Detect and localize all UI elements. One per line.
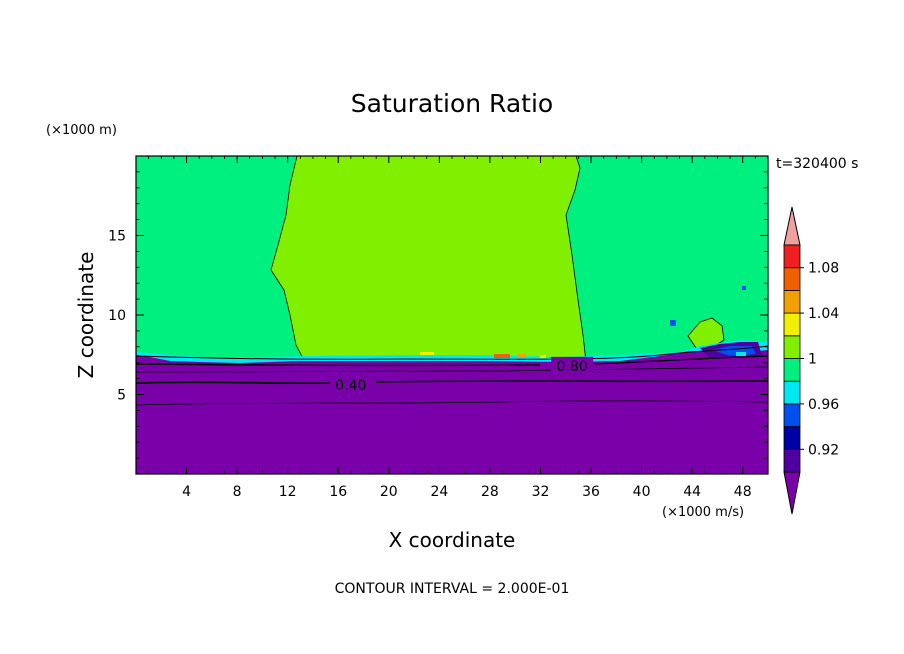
contour-label-bg-1 <box>551 356 594 373</box>
contour-label-layer: 0.40 0.80 <box>329 356 594 394</box>
colorbar-label-3: 1.04 <box>808 306 839 322</box>
contour-label-bg-0 <box>329 375 372 392</box>
colorbar-label-1: 0.96 <box>808 397 839 413</box>
x-tick-label-5: 24 <box>430 484 448 500</box>
colorbar-under-arrow <box>783 471 801 515</box>
colorbar-segment-6 <box>783 312 801 337</box>
contour-plot <box>136 156 768 474</box>
colorbar-segment-8 <box>783 267 801 291</box>
contour-label-1: 0.80 <box>556 359 587 375</box>
colorbar-segment-5 <box>783 335 801 359</box>
x-tick-label-9: 40 <box>633 484 651 500</box>
x-tick-label-2: 12 <box>279 484 297 500</box>
x-tick-label-7: 32 <box>532 484 550 500</box>
colorbar-segment-1 <box>783 426 801 450</box>
x-tick-label-4: 20 <box>380 484 398 500</box>
x-units-label: (×1000 m/s) <box>662 505 744 520</box>
y-units-label: (×1000 m) <box>46 123 117 138</box>
x-tick-label-8: 36 <box>582 484 600 500</box>
central-supersaturated-column <box>270 156 587 363</box>
colorbar-label-0: 0.92 <box>808 442 839 458</box>
colorbar-segment-3 <box>783 380 801 405</box>
y-tick-label-2: 15 <box>108 229 126 245</box>
colorbar-segment-0 <box>783 448 801 473</box>
colorbar-segment-2 <box>783 403 801 427</box>
contour-lines <box>136 345 768 406</box>
colorbar: 0.92 0.96 1 1.04 1.08 <box>783 206 839 515</box>
time-label: t=320400 s <box>776 156 858 172</box>
y-axis-label: Z coordinate <box>74 252 98 379</box>
x-tick-label-10: 44 <box>683 484 701 500</box>
y-axis: 5 10 15 <box>108 171 768 459</box>
colorbar-segment-7 <box>783 289 801 314</box>
colorbar-over-arrow <box>783 206 801 246</box>
chart-title: Saturation Ratio <box>351 89 553 118</box>
x-tick-label-1: 8 <box>233 484 242 500</box>
colorbar-label-4: 1.08 <box>808 261 839 277</box>
colorbar-segment-4 <box>783 358 801 382</box>
x-tick-label-0: 4 <box>182 484 191 500</box>
x-tick-label-6: 28 <box>481 484 499 500</box>
x-axis: 4 8 12 16 20 24 28 32 36 40 44 48 <box>148 156 756 500</box>
colorbar-segment-9 <box>783 244 801 269</box>
y-tick-label-0: 5 <box>117 388 126 404</box>
x-tick-label-11: 48 <box>734 484 752 500</box>
contour-label-0: 0.40 <box>335 378 366 394</box>
y-tick-label-1: 10 <box>108 308 126 324</box>
colorbar-label-2: 1 <box>808 352 817 368</box>
contour-interval-label: CONTOUR INTERVAL = 2.000E-01 <box>335 581 570 597</box>
fine-patches <box>420 286 762 358</box>
x-tick-label-3: 16 <box>329 484 347 500</box>
x-axis-label: X coordinate <box>389 528 516 552</box>
